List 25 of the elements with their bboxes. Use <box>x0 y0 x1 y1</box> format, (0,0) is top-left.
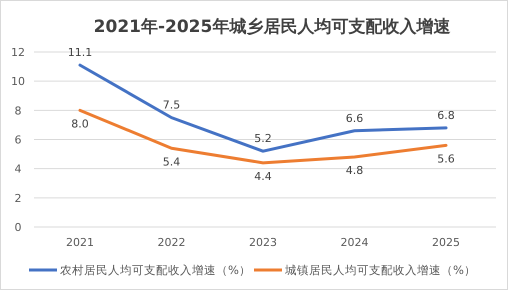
data-label: 5.2 <box>254 132 272 146</box>
y-tick-label: 10 <box>11 75 25 88</box>
y-tick-label: 12 <box>11 46 25 59</box>
data-label: 4.4 <box>254 170 272 183</box>
chart-title: 2021年-2025年城乡居民人均可支配收入增速 <box>94 17 450 37</box>
legend-label: 城镇居民人均可支配收入增速（%） <box>284 263 476 277</box>
x-tick-label: 2021 <box>66 236 94 249</box>
y-tick-label: 8 <box>14 104 22 118</box>
data-label: 6.6 <box>346 112 364 125</box>
x-tick-label: 2023 <box>249 236 277 249</box>
data-label: 11.1 <box>68 46 92 60</box>
data-label: 4.8 <box>346 164 364 177</box>
legend-label: 农村居民人均可支配收入增速（%） <box>60 263 251 277</box>
x-tick-label: 2022 <box>158 236 186 249</box>
data-label: 7.5 <box>162 98 180 112</box>
data-label: 5.6 <box>437 152 455 166</box>
data-label: 5.4 <box>162 155 180 168</box>
data-label: 8.0 <box>71 117 89 130</box>
y-tick-label: 0 <box>14 221 22 234</box>
y-tick-label: 2 <box>14 192 22 205</box>
x-tick-label: 2024 <box>340 236 368 249</box>
data-label: 6.8 <box>437 108 455 122</box>
x-tick-label: 2025 <box>432 236 460 249</box>
y-tick-label: 4 <box>14 162 22 176</box>
y-tick-label: 6 <box>14 134 22 146</box>
